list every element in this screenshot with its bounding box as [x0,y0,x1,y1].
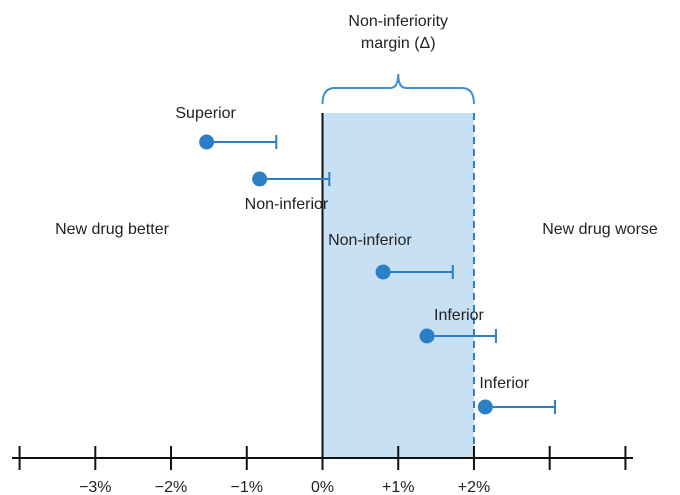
right-label: New drug worse [542,221,658,238]
point-label: Superior [175,105,236,122]
left-label: New drug better [55,221,170,238]
margin-region [322,113,474,458]
point-estimate [477,399,493,415]
margin-brace [321,73,475,105]
x-tick-label: +1% [382,479,414,495]
point-label: Inferior [434,307,484,324]
margin-label: Non-inferiority [348,13,448,30]
x-tick-label: −1% [231,479,263,495]
x-tick-label: −2% [155,479,187,495]
x-tick-label: −3% [79,479,111,495]
point-estimate [199,134,215,150]
point-estimate [375,264,391,280]
point-label: Non-inferior [245,196,329,213]
point-label: Non-inferior [328,232,412,249]
x-tick-label: +2% [458,479,490,495]
margin-label: margin (Δ) [361,35,436,52]
x-tick-label: 0% [311,479,334,495]
point-estimate [419,328,435,344]
point-label: Inferior [479,375,529,392]
point-estimate [252,171,268,187]
